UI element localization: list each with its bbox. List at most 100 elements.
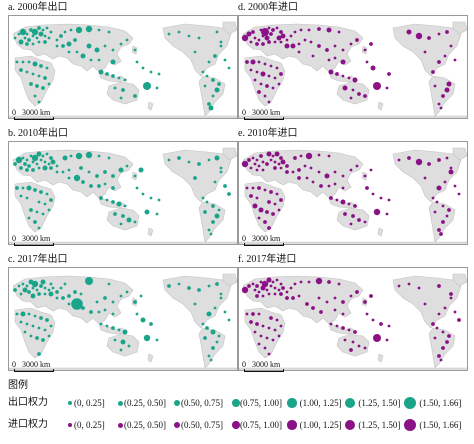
power-point: [23, 330, 27, 334]
power-point: [349, 96, 353, 100]
power-point: [17, 32, 21, 36]
power-point: [307, 280, 311, 284]
power-point: [340, 59, 346, 65]
scale-bar: 0 3000 km: [242, 234, 304, 246]
power-point: [105, 72, 109, 76]
power-point: [441, 346, 445, 350]
power-point: [43, 292, 47, 296]
power-point: [177, 156, 181, 160]
legend-class-label: (0, 0.25]: [74, 420, 105, 430]
power-point: [223, 58, 227, 62]
land-new-zealand: [377, 227, 384, 237]
legend-symbol: [403, 418, 417, 432]
power-point: [337, 282, 341, 286]
power-point: [275, 66, 279, 70]
land-eurasia: [242, 275, 364, 325]
power-point: [13, 288, 17, 292]
power-point: [33, 314, 37, 318]
power-point: [31, 286, 35, 290]
legend-symbol: [287, 398, 297, 408]
power-point: [251, 30, 255, 34]
power-point: [267, 40, 271, 44]
power-point: [35, 288, 39, 292]
power-point: [279, 40, 283, 44]
land-eurasia: [242, 23, 364, 73]
power-point: [319, 310, 323, 314]
power-point: [85, 277, 93, 285]
power-point: [43, 34, 47, 38]
power-point: [285, 290, 289, 294]
power-point: [445, 340, 449, 344]
panel-b: b. 2010年出口 0 3000 km: [8, 128, 238, 250]
power-point: [341, 300, 345, 304]
power-point: [149, 70, 153, 74]
power-point: [271, 154, 275, 158]
power-point: [203, 336, 207, 340]
power-point: [223, 310, 227, 314]
power-point: [30, 293, 36, 299]
power-point: [45, 152, 49, 156]
power-point: [208, 105, 214, 111]
scale-bar-line: [14, 369, 54, 372]
power-point: [355, 164, 359, 168]
power-point: [373, 82, 381, 90]
power-point: [37, 26, 41, 30]
power-point: [269, 158, 273, 162]
world-map: [8, 141, 238, 245]
power-point: [435, 200, 439, 204]
power-point: [431, 196, 435, 200]
power-point: [342, 85, 348, 91]
power-point: [201, 70, 205, 74]
power-point: [135, 60, 139, 64]
legend-symbol: [68, 401, 72, 405]
scale-distance-label: 3000 km: [252, 360, 281, 369]
power-point: [207, 284, 211, 288]
power-point: [127, 344, 131, 348]
power-point: [110, 59, 116, 65]
power-point: [125, 38, 129, 42]
legend-class-label: (1.00, 1.25]: [299, 398, 342, 408]
power-point: [333, 182, 337, 186]
power-point: [187, 160, 191, 164]
power-point: [255, 158, 259, 162]
legend-row-label: 进口权力: [8, 419, 48, 430]
power-point: [217, 208, 221, 212]
power-point: [25, 322, 29, 326]
power-point: [133, 220, 137, 224]
power-point: [341, 312, 345, 316]
power-point: [448, 169, 454, 175]
power-point: [103, 170, 107, 174]
power-point: [123, 78, 127, 82]
power-point: [19, 28, 27, 36]
legend-symbol: [173, 399, 181, 407]
power-point: [37, 292, 41, 296]
power-point: [437, 60, 441, 64]
power-point: [107, 282, 111, 286]
power-point: [349, 42, 353, 46]
power-point: [27, 164, 31, 168]
power-point: [431, 322, 435, 326]
power-point: [49, 282, 53, 286]
power-point: [329, 322, 333, 326]
power-point: [249, 166, 253, 170]
scale-zero-label: 0: [242, 234, 246, 243]
scale-zero-label: 0: [12, 108, 16, 117]
power-point: [143, 82, 151, 90]
power-point: [155, 86, 159, 90]
power-point: [47, 334, 51, 338]
land-africa: [14, 55, 56, 107]
power-point: [277, 162, 281, 166]
power-point: [219, 44, 223, 48]
scale-bar: 0 3000 km: [12, 234, 74, 246]
power-point: [33, 188, 37, 192]
power-point: [333, 170, 337, 174]
power-point: [271, 212, 275, 216]
power-point: [265, 336, 269, 340]
panel-e: e. 2010年进口 0 3000 km: [238, 128, 468, 250]
power-point: [333, 296, 337, 300]
power-point: [211, 78, 215, 82]
power-point: [271, 86, 275, 90]
scale-zero-label: 0: [242, 108, 246, 117]
power-point: [41, 86, 45, 90]
land-new-zealand: [377, 353, 384, 363]
